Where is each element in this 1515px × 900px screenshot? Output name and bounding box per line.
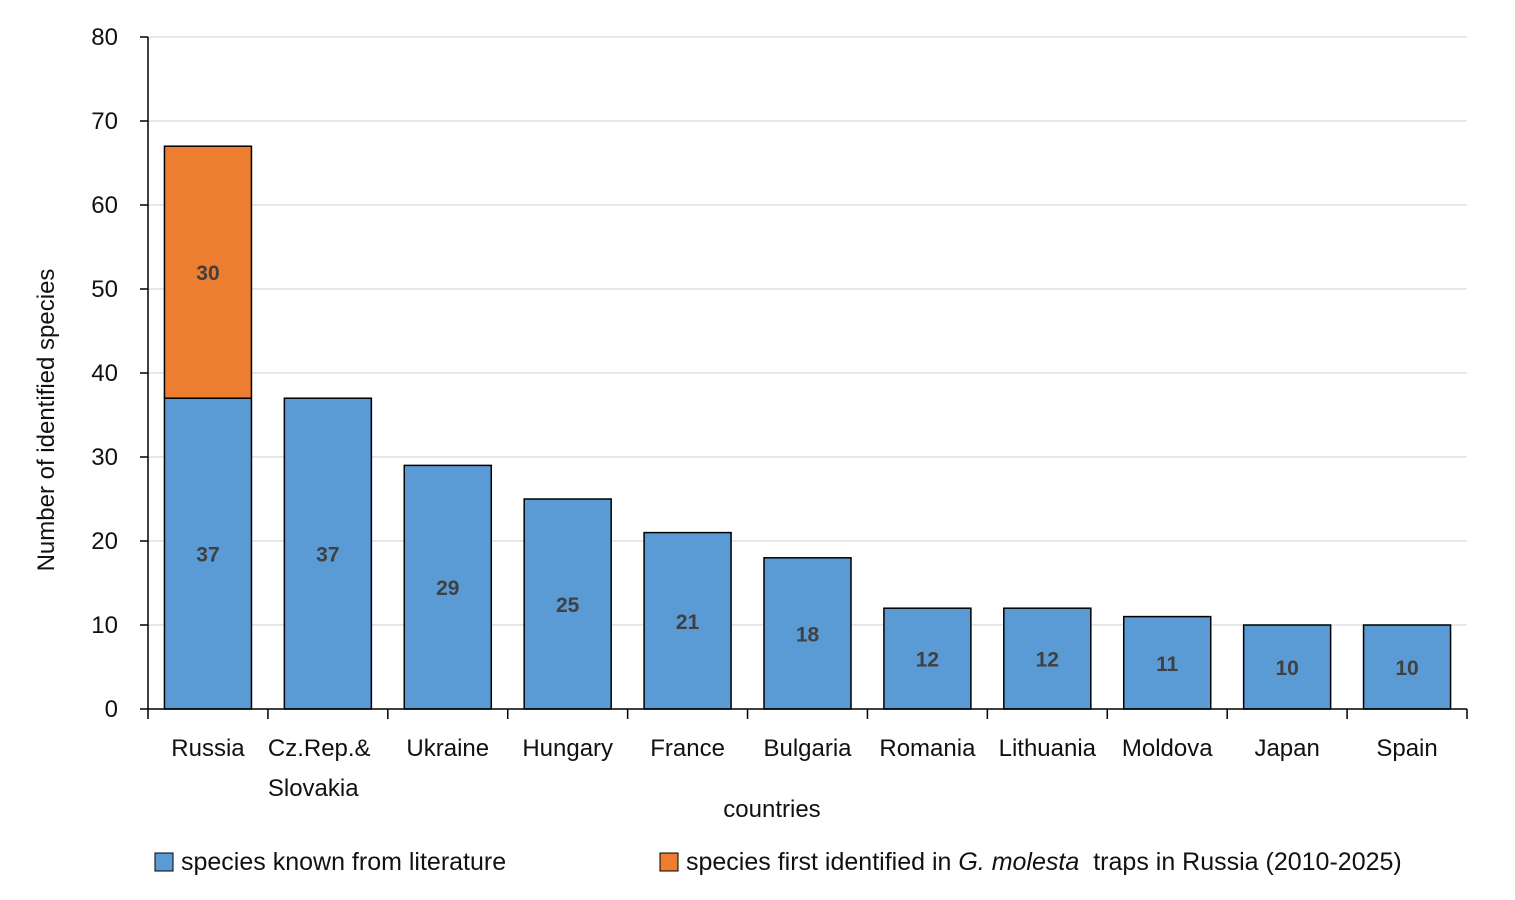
bar-literature bbox=[523, 498, 612, 710]
y-tick-label: 30 bbox=[91, 444, 118, 471]
x-category-label: Lithuania bbox=[999, 735, 1097, 762]
bar-literature bbox=[1122, 615, 1212, 710]
data-label: 12 bbox=[916, 649, 939, 672]
y-axis-title: Number of identified species bbox=[33, 269, 60, 572]
data-label: 25 bbox=[556, 594, 580, 617]
x-category-label: Bulgaria bbox=[763, 735, 852, 762]
y-tick-label: 20 bbox=[91, 528, 118, 555]
x-category-labels: Russia Cz.Rep.& Slovakia Ukraine Hungary Fran… bbox=[171, 735, 1437, 802]
bars bbox=[163, 145, 1452, 710]
legend-swatch-new-species bbox=[659, 852, 679, 872]
bar-literature bbox=[163, 397, 253, 710]
y-tick-label: 0 bbox=[105, 696, 118, 723]
x-category-label: Romania bbox=[879, 735, 976, 762]
bar-literature bbox=[1362, 624, 1452, 710]
data-labels: 37 30 37 29 25 21 18 12 12 11 10 10 bbox=[196, 262, 1418, 680]
y-tick-label: 40 bbox=[91, 360, 118, 387]
y-tick-labels: 0 10 20 30 40 50 60 70 80 bbox=[91, 24, 118, 723]
legend-swatch-literature bbox=[154, 852, 174, 872]
x-category-label: Spain bbox=[1376, 735, 1437, 762]
data-label: 10 bbox=[1395, 657, 1418, 680]
data-label: 21 bbox=[676, 611, 700, 634]
x-category-label: Cz.Rep.& Slovakia bbox=[268, 735, 371, 802]
bar-new-species bbox=[163, 145, 253, 399]
x-category-label: Ukraine bbox=[406, 735, 489, 762]
x-category-label: Japan bbox=[1254, 735, 1319, 762]
x-axis-title: countries bbox=[723, 796, 820, 823]
x-category-label: Russia bbox=[171, 735, 245, 762]
y-tick-label: 80 bbox=[91, 24, 118, 51]
data-label: 29 bbox=[436, 577, 459, 600]
legend: species known from literature species fi… bbox=[154, 848, 1402, 876]
axes bbox=[140, 36, 1468, 719]
bar-literature bbox=[403, 464, 493, 710]
legend-label-suffix: traps in Russia (2010-2025) bbox=[1093, 848, 1402, 876]
data-label: 11 bbox=[1156, 653, 1179, 676]
x-category-label: Hungary bbox=[522, 735, 613, 762]
data-label: 12 bbox=[1036, 649, 1059, 672]
legend-label-literature: species known from literature bbox=[181, 848, 506, 876]
data-label: 37 bbox=[196, 544, 219, 567]
bar-literature bbox=[643, 531, 732, 710]
data-label: 30 bbox=[196, 262, 219, 285]
data-label: 10 bbox=[1275, 657, 1298, 680]
legend-label-new-species: species first identified in G. molesta tr… bbox=[686, 848, 1402, 876]
data-label: 18 bbox=[796, 623, 820, 646]
x-category-label: France bbox=[650, 735, 725, 762]
data-label: 37 bbox=[316, 544, 339, 567]
bar-literature bbox=[283, 397, 373, 710]
bar-literature bbox=[883, 607, 972, 710]
legend-label-prefix: species first identified in bbox=[686, 848, 958, 876]
bar-literature bbox=[763, 557, 852, 710]
y-tick-label: 70 bbox=[91, 108, 118, 135]
bar-literature bbox=[1242, 624, 1332, 710]
x-category-label: Moldova bbox=[1122, 735, 1213, 762]
legend-label-italic: G. molesta bbox=[958, 848, 1079, 876]
y-tick-label: 10 bbox=[91, 612, 118, 639]
y-tick-label: 60 bbox=[91, 192, 118, 219]
y-tick-label: 50 bbox=[91, 276, 118, 303]
